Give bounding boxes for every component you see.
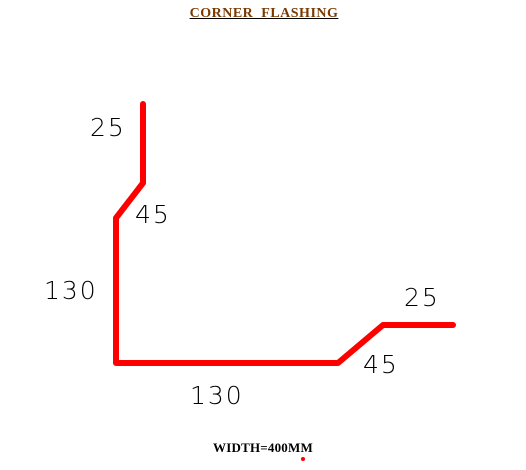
drawing-title-text: CORNER FLASHING	[189, 6, 339, 21]
dim-top-bend: 45	[135, 200, 171, 229]
dim-top-return: 25	[90, 113, 126, 142]
dim-horizontal-leg: 130	[190, 381, 244, 410]
red-dot-marker	[301, 457, 305, 461]
flashing-profile-line	[113, 101, 456, 366]
dim-right-return: 25	[404, 283, 440, 312]
dim-vertical-leg: 130	[44, 276, 98, 305]
dim-right-bend: 45	[363, 350, 399, 379]
drawing-title: CORNER FLASHING	[0, 6, 526, 22]
width-label: WIDTH=400MM	[213, 440, 313, 455]
